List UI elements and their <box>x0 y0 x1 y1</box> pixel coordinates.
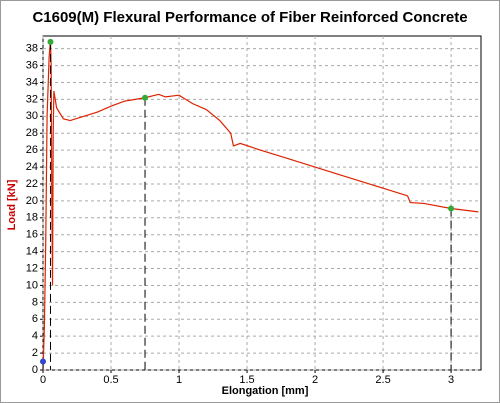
y-tick-label: 8 <box>32 296 38 308</box>
y-tick-label: 4 <box>32 330 38 342</box>
x-tick-label: 0.5 <box>103 374 118 386</box>
y-tick-label: 2 <box>32 347 38 359</box>
y-tick-label: 38 <box>26 43 38 55</box>
x-tick-label: 2.5 <box>375 374 390 386</box>
marker-point <box>47 38 54 45</box>
y-tick-label: 26 <box>26 144 38 156</box>
y-tick-label: 36 <box>26 60 38 72</box>
y-tick-label: 22 <box>26 178 38 190</box>
y-tick-label: 34 <box>26 76 38 88</box>
x-axis-label: Elongation [mm] <box>222 385 309 397</box>
plot-area <box>42 35 482 371</box>
y-tick-label: 24 <box>26 161 38 173</box>
marker-point <box>448 205 455 212</box>
data-line <box>42 40 479 371</box>
x-tick-label: 0 <box>40 374 46 386</box>
x-tick-label: 1 <box>176 374 182 386</box>
y-tick-label: 10 <box>26 279 38 291</box>
y-tick-label: 16 <box>26 229 38 241</box>
y-tick-label: 18 <box>26 212 38 224</box>
x-tick-label: 3 <box>448 374 454 386</box>
x-tick-label: 1.5 <box>239 374 254 386</box>
y-tick-label: 28 <box>26 127 38 139</box>
y-tick-label: 30 <box>26 110 38 122</box>
y-tick-label: 14 <box>26 246 38 258</box>
y-tick-label: 32 <box>26 93 38 105</box>
y-tick-label: 12 <box>26 262 38 274</box>
marker-point <box>142 94 149 101</box>
chart-title: C1609(M) Flexural Performance of Fiber R… <box>32 9 467 26</box>
y-tick-label: 0 <box>32 364 38 376</box>
y-tick-label: 20 <box>26 195 38 207</box>
x-tick-label: 2 <box>312 374 318 386</box>
marker-point <box>40 358 46 365</box>
y-axis-label: Load [kN] <box>6 179 18 230</box>
y-tick-label: 6 <box>32 313 38 325</box>
